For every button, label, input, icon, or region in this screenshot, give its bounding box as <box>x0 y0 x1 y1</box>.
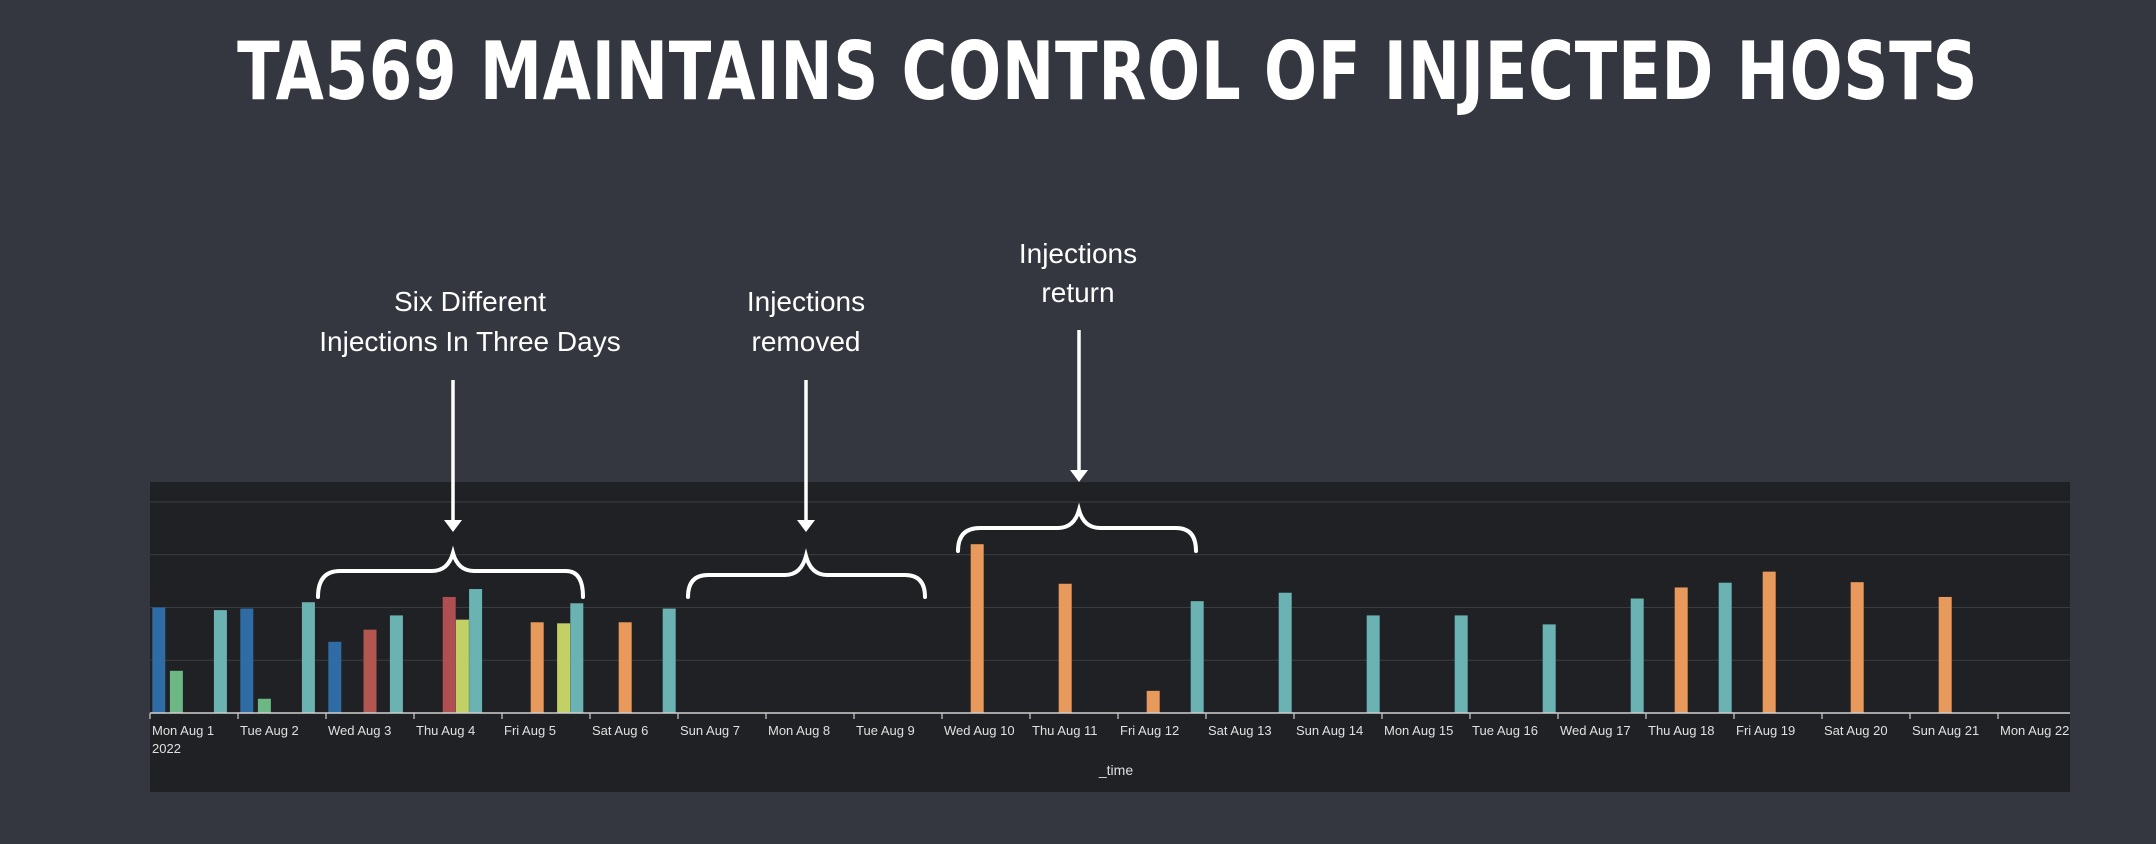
chart-bar <box>1146 690 1160 713</box>
x-axis-ticks: Mon Aug 1 2022 Tue Aug 2 Wed Aug 3 Thu Aug 4… <box>149 713 2069 756</box>
annotation-arrow-head <box>797 520 815 532</box>
chart-bar <box>213 610 227 713</box>
x-tick-label: Fri Aug 12 <box>1120 723 1179 738</box>
chart-bar <box>363 629 377 713</box>
annotation-brace <box>686 548 927 599</box>
x-tick-label: Mon Aug 15 <box>1384 723 1453 738</box>
chart-bar <box>618 622 632 713</box>
x-tick-sublabel: 2022 <box>152 741 181 756</box>
chart-bar <box>469 589 483 713</box>
x-tick-label: Thu Aug 18 <box>1648 723 1715 738</box>
chart-bar <box>570 603 584 713</box>
chart-bar <box>301 602 315 713</box>
x-tick-label: Tue Aug 16 <box>1472 723 1538 738</box>
chart-bar <box>240 608 254 713</box>
chart-bar <box>1762 571 1776 713</box>
chart-bar <box>530 622 544 713</box>
chart-bar <box>442 596 456 713</box>
chart-bar <box>970 544 984 713</box>
chart-bars <box>152 544 1952 713</box>
x-tick-label: Tue Aug 9 <box>856 723 915 738</box>
annotation-arrow-head <box>444 520 462 532</box>
x-tick-label: Wed Aug 3 <box>328 723 391 738</box>
annotation-injections-removed: Injections removed <box>686 286 927 599</box>
x-tick-label: Tue Aug 2 <box>240 723 299 738</box>
chart-bar <box>1542 624 1556 713</box>
annotation-text-line: Injections In Three Days <box>319 326 620 357</box>
x-tick-label: Fri Aug 5 <box>504 723 556 738</box>
x-tick-label: Wed Aug 10 <box>944 723 1015 738</box>
page-title: TA569 MAINTAINS CONTROL OF INJECTED HOST… <box>237 25 1979 118</box>
x-tick-label: Thu Aug 11 <box>1032 723 1098 738</box>
chart-bar <box>257 698 271 713</box>
chart-bar <box>1674 587 1688 713</box>
chart-bar <box>328 641 342 713</box>
chart-bar <box>1718 582 1732 713</box>
annotation-brace <box>316 545 585 599</box>
chart-bar <box>1454 615 1468 713</box>
annotation-text-line: Injections <box>1019 238 1137 269</box>
x-tick-label: Sun Aug 21 <box>1912 723 1979 738</box>
x-tick-label: Wed Aug 17 <box>1560 723 1631 738</box>
chart-bar <box>1190 601 1204 713</box>
chart-bar <box>389 615 403 713</box>
chart-bar <box>1630 598 1644 713</box>
x-tick-label: Sat Aug 20 <box>1824 723 1888 738</box>
chart-bar <box>1850 582 1864 713</box>
annotation-brace <box>956 502 1198 553</box>
chart-bar <box>1938 596 1952 713</box>
chart-bar <box>1278 592 1292 713</box>
annotation-text-line: removed <box>752 326 861 357</box>
x-tick-label: Mon Aug 22 <box>2000 723 2069 738</box>
chart-bar <box>169 670 183 713</box>
x-tick-label: Sun Aug 14 <box>1296 723 1363 738</box>
annotation-text-line: return <box>1041 277 1114 308</box>
x-tick-label: Sun Aug 7 <box>680 723 740 738</box>
annotation-text-line: Six Different <box>394 286 546 317</box>
annotation-text-line: Injections <box>747 286 865 317</box>
annotation-injections-return: Injections return <box>956 238 1198 553</box>
chart-bar <box>1366 615 1380 713</box>
chart-bar <box>152 607 166 713</box>
x-tick-label: Sat Aug 13 <box>1208 723 1272 738</box>
x-axis-title: _time <box>1098 762 1133 778</box>
chart-bar <box>455 619 469 713</box>
x-tick-label: Mon Aug 8 <box>768 723 830 738</box>
chart-bar <box>557 623 571 713</box>
x-tick-label: Fri Aug 19 <box>1736 723 1795 738</box>
annotation-arrow-head <box>1070 470 1088 482</box>
x-tick-label: Sat Aug 6 <box>592 723 648 738</box>
x-tick-label: Mon Aug 1 <box>152 723 214 738</box>
x-tick-label: Thu Aug 4 <box>416 723 475 738</box>
chart-bar <box>1058 583 1072 713</box>
chart-bar <box>662 608 676 713</box>
annotation-six-injections: Six Different Injections In Three Days <box>316 286 621 599</box>
